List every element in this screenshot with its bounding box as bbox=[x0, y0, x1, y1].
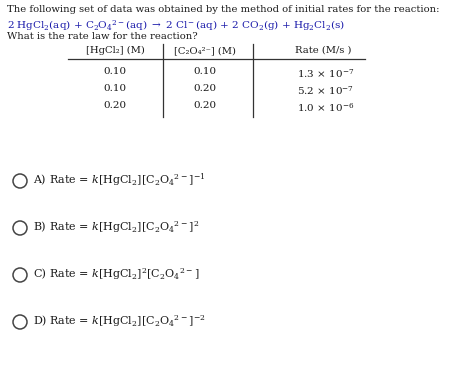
Text: B): B) bbox=[33, 222, 46, 232]
Text: 0.10: 0.10 bbox=[103, 67, 127, 76]
Text: 1.0 $\times$ 10$^{-6}$: 1.0 $\times$ 10$^{-6}$ bbox=[297, 101, 355, 114]
Text: C): C) bbox=[33, 269, 46, 279]
Text: 5.2 $\times$ 10$^{-7}$: 5.2 $\times$ 10$^{-7}$ bbox=[297, 84, 354, 97]
Text: Rate (M/s ): Rate (M/s ) bbox=[295, 46, 351, 55]
Text: Rate = $k$[HgCl$_2$][C$_2$O$_4$$^{2-}$]$^{-1}$: Rate = $k$[HgCl$_2$][C$_2$O$_4$$^{2-}$]$… bbox=[49, 172, 206, 188]
Text: D): D) bbox=[33, 316, 46, 326]
Text: 0.20: 0.20 bbox=[194, 84, 217, 93]
Text: 0.10: 0.10 bbox=[194, 67, 217, 76]
Text: A): A) bbox=[33, 175, 45, 185]
Text: 0.20: 0.20 bbox=[194, 101, 217, 110]
Text: Rate = $k$[HgCl$_2$]$^2$[C$_2$O$_4$$^{2-}$]: Rate = $k$[HgCl$_2$]$^2$[C$_2$O$_4$$^{2-… bbox=[49, 266, 200, 282]
Text: The following set of data was obtained by the method of initial rates for the re: The following set of data was obtained b… bbox=[7, 5, 439, 14]
Text: 2 HgCl$_2$(aq) + C$_2$O$_4$$^{2-}$(aq) $\rightarrow$ 2 Cl$^-$(aq) + 2 CO$_2$(g) : 2 HgCl$_2$(aq) + C$_2$O$_4$$^{2-}$(aq) $… bbox=[7, 18, 345, 33]
Text: Rate = $k$[HgCl$_2$][C$_2$O$_4$$^{2-}$]$^2$: Rate = $k$[HgCl$_2$][C$_2$O$_4$$^{2-}$]$… bbox=[49, 219, 199, 235]
Text: 0.10: 0.10 bbox=[103, 84, 127, 93]
Text: 1.3 $\times$ 10$^{-7}$: 1.3 $\times$ 10$^{-7}$ bbox=[297, 67, 355, 80]
Text: [C₂O₄²⁻] (M): [C₂O₄²⁻] (M) bbox=[174, 46, 236, 55]
Text: Rate = $k$[HgCl$_2$][C$_2$O$_4$$^{2-}$]$^{-2}$: Rate = $k$[HgCl$_2$][C$_2$O$_4$$^{2-}$]$… bbox=[49, 313, 206, 329]
Text: [HgCl₂] (M): [HgCl₂] (M) bbox=[86, 46, 144, 55]
Text: What is the rate law for the reaction?: What is the rate law for the reaction? bbox=[7, 32, 198, 41]
Text: 0.20: 0.20 bbox=[103, 101, 127, 110]
